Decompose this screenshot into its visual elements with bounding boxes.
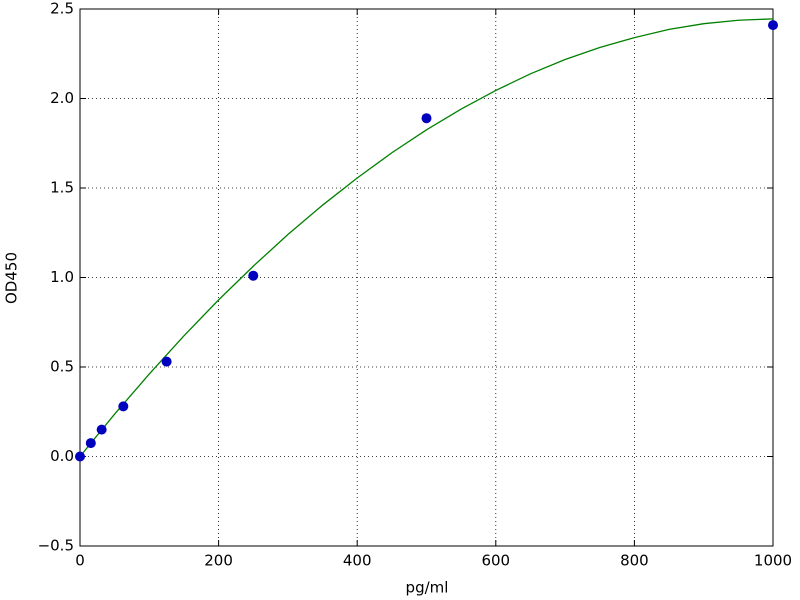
y-tick-label: −0.5 <box>38 537 74 555</box>
fit-curve <box>79 18 774 457</box>
data-point <box>96 424 107 435</box>
y-tick-label: 1.0 <box>50 268 74 286</box>
x-tick-label: 600 <box>481 552 510 570</box>
y-tick-label: 1.5 <box>50 179 74 197</box>
y-tick-label: 0.0 <box>50 447 74 465</box>
data-point <box>118 401 129 412</box>
data-point <box>85 438 96 449</box>
y-tick-label: 2.5 <box>50 0 74 18</box>
y-tick-label: 2.0 <box>50 89 74 107</box>
y-tick-label: 0.5 <box>50 358 74 376</box>
x-tick-label: 0 <box>75 552 85 570</box>
data-point <box>421 113 432 124</box>
x-tick-label: 800 <box>620 552 649 570</box>
y-axis-label: OD450 <box>3 252 21 304</box>
data-point <box>161 356 172 367</box>
plot-frame <box>79 8 774 547</box>
x-tick-label: 400 <box>343 552 372 570</box>
x-tick-label: 1000 <box>754 552 792 570</box>
x-tick-label: 200 <box>204 552 233 570</box>
data-point <box>248 270 259 281</box>
x-axis-label: pg/ml <box>406 579 449 597</box>
data-point <box>75 451 85 462</box>
data-point <box>768 20 778 31</box>
